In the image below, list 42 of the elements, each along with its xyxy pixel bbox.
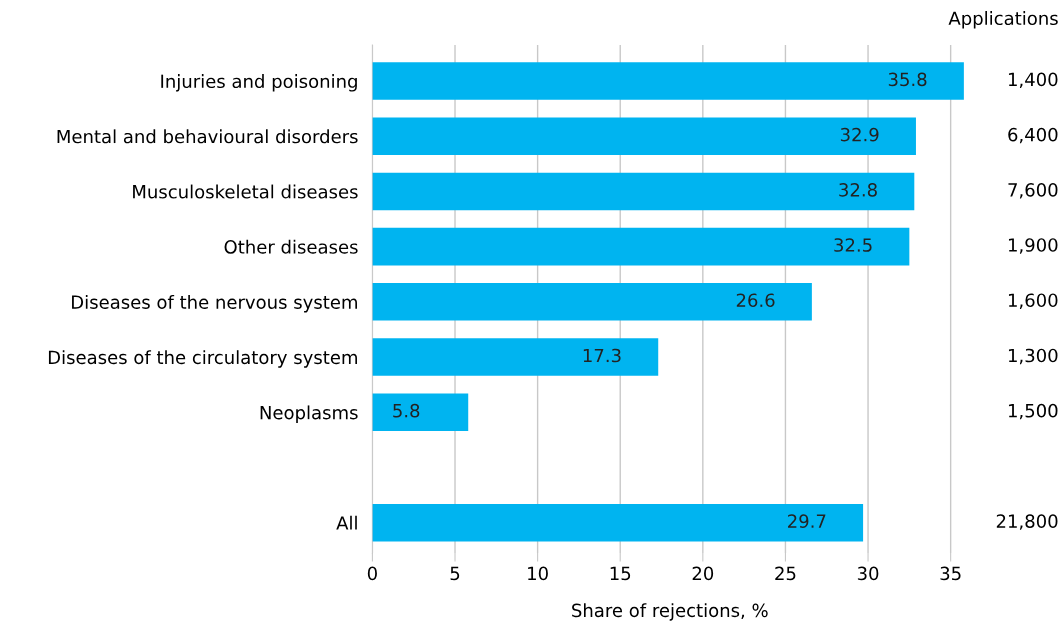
- x-tick-label: 10: [528, 566, 548, 581]
- x-axis-title: Share of rejections, %: [572, 603, 768, 621]
- x-tick-label: 15: [610, 566, 631, 581]
- x-tick-label: 5: [450, 566, 460, 581]
- x-tick-label: 0: [367, 566, 377, 581]
- x-tick-label: 20: [692, 566, 714, 581]
- text: 1,600: [1008, 293, 1058, 309]
- bar: [372, 503, 864, 542]
- text: 6,400: [1008, 127, 1058, 144]
- bar: [372, 227, 910, 266]
- bar: [372, 283, 812, 321]
- bar: [372, 62, 964, 100]
- text: 21,800: [996, 514, 1058, 530]
- text: 1,300: [1008, 348, 1058, 365]
- data-label: 17.3: [583, 348, 621, 363]
- y-tick-label: Mental and behavioural disorders: [57, 129, 358, 144]
- x-tick-label: 25: [775, 566, 796, 581]
- y-tick-label: Diseases of the circulatory system: [48, 350, 357, 368]
- bar: [372, 117, 916, 155]
- data-label: 26.6: [736, 293, 775, 308]
- text: 7,600: [1008, 182, 1058, 199]
- x-tick-label: 30: [857, 566, 879, 581]
- x-tick-label: 35: [940, 566, 961, 581]
- data-label: 29.7: [788, 514, 826, 528]
- data-label: 35.8: [888, 72, 927, 87]
- text: 1,500: [1008, 403, 1058, 420]
- y-tick-label: Diseases of the nervous system: [72, 294, 357, 313]
- data-label: 32.5: [834, 238, 872, 252]
- text: 1,400: [1008, 72, 1058, 89]
- data-label: 32.9: [840, 127, 879, 142]
- text: Applications: [948, 11, 1058, 29]
- bar: [372, 393, 469, 432]
- text: 1,900: [1008, 238, 1058, 254]
- y-tick-label: Injuries and poisoning: [161, 74, 357, 92]
- bar: [372, 172, 915, 211]
- data-label: 5.8: [393, 403, 420, 418]
- y-tick-label: Neoplasms: [260, 405, 358, 423]
- data-label: 32.8: [839, 182, 877, 197]
- y-tick-label: All: [336, 515, 357, 530]
- y-tick-label: Other diseases: [224, 239, 358, 254]
- y-tick-label: Musculoskeletal diseases: [133, 184, 358, 199]
- bar: [372, 338, 659, 376]
